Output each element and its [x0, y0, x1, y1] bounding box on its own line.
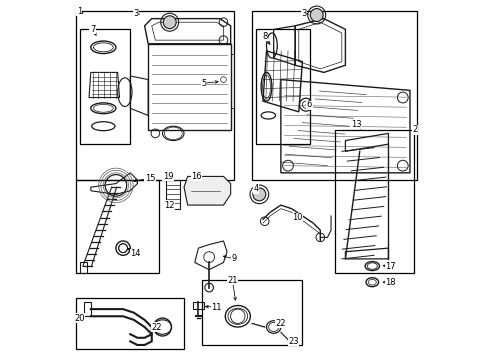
Bar [202, 280, 302, 345]
Bar [76, 298, 184, 348]
Text: 3: 3 [133, 9, 138, 18]
Circle shape [310, 9, 323, 22]
Text: 2: 2 [413, 125, 418, 134]
Text: 13: 13 [351, 120, 362, 129]
Text: 22: 22 [152, 323, 162, 332]
Text: 5: 5 [201, 79, 206, 88]
Text: 20: 20 [74, 314, 85, 323]
Text: 7: 7 [90, 25, 95, 34]
Text: 15: 15 [145, 174, 155, 183]
Text: 16: 16 [191, 172, 202, 181]
Text: 1: 1 [77, 7, 82, 16]
Text: 6: 6 [307, 100, 312, 109]
Circle shape [163, 16, 176, 29]
Text: 14: 14 [130, 249, 141, 258]
Text: 10: 10 [292, 213, 302, 222]
Text: 11: 11 [211, 303, 221, 312]
Circle shape [253, 188, 266, 201]
Text: 21: 21 [227, 276, 238, 285]
Polygon shape [184, 176, 231, 205]
Bar [252, 12, 417, 180]
Text: 18: 18 [385, 278, 395, 287]
Bar [76, 12, 234, 180]
Text: 23: 23 [288, 337, 299, 346]
Text: 22: 22 [275, 319, 286, 328]
Text: 3: 3 [301, 9, 307, 18]
Text: 8: 8 [262, 32, 268, 41]
Text: 9: 9 [232, 255, 237, 264]
Text: 17: 17 [385, 262, 395, 271]
Bar [335, 130, 414, 273]
Text: 12: 12 [165, 201, 175, 210]
Bar [80, 30, 130, 144]
Bar [256, 30, 310, 144]
Bar [76, 180, 159, 273]
Text: 4: 4 [253, 184, 258, 193]
Text: 19: 19 [163, 172, 173, 181]
